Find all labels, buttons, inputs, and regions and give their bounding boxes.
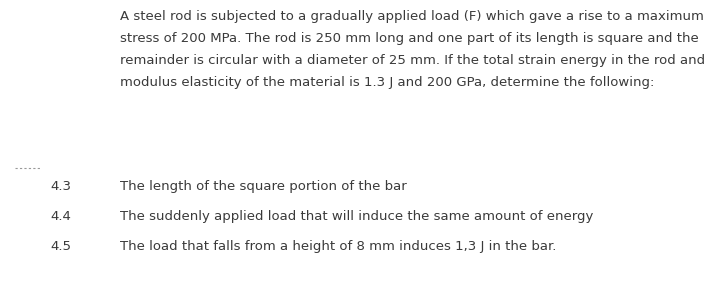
Text: The length of the square portion of the bar: The length of the square portion of the … [120, 180, 407, 193]
Text: 4.4: 4.4 [50, 210, 71, 223]
Text: The suddenly applied load that will induce the same amount of energy: The suddenly applied load that will indu… [120, 210, 593, 223]
Text: 4.3: 4.3 [50, 180, 71, 193]
Text: stress of 200 MPa. The rod is 250 mm long and one part of its length is square a: stress of 200 MPa. The rod is 250 mm lon… [120, 32, 698, 45]
Text: 4.5: 4.5 [50, 240, 71, 253]
Text: remainder is circular with a diameter of 25 mm. If the total strain energy in th: remainder is circular with a diameter of… [120, 54, 705, 67]
Text: A steel rod is subjected to a gradually applied load (F) which gave a rise to a : A steel rod is subjected to a gradually … [120, 10, 704, 23]
Text: modulus elasticity of the material is 1.3 J and 200 GPa, determine the following: modulus elasticity of the material is 1.… [120, 76, 654, 89]
Text: The load that falls from a height of 8 mm induces 1,3 J in the bar.: The load that falls from a height of 8 m… [120, 240, 557, 253]
